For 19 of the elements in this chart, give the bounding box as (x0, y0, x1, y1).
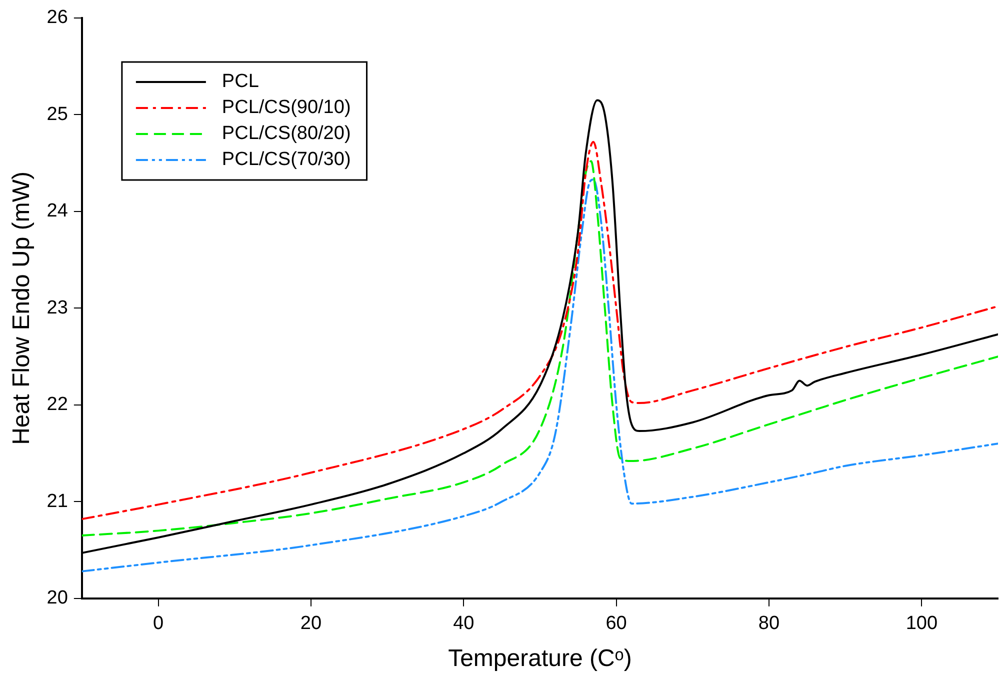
x-tick-label: 60 (606, 613, 627, 634)
x-tick-label: 80 (758, 613, 780, 634)
y-tick-label: 26 (46, 7, 68, 28)
legend-label: PCL/CS(70/30) (222, 149, 351, 170)
legend-label: PCL/CS(90/10) (222, 97, 351, 118)
y-tick-label: 25 (46, 104, 68, 125)
y-tick-label: 24 (46, 200, 68, 222)
y-tick-label: 20 (46, 588, 68, 609)
legend-label: PCL (222, 71, 259, 92)
legend-label: PCL/CS(80/20) (222, 123, 351, 144)
x-tick-label: 0 (152, 613, 164, 634)
y-tick-label: 22 (46, 394, 68, 416)
y-tick-label: 23 (46, 297, 68, 318)
x-tick-label: 100 (906, 613, 938, 634)
y-tick-label: 21 (46, 490, 68, 512)
y-axis-title: Heat Flow Endo Up (mW) (8, 171, 36, 445)
x-tick-label: 40 (453, 613, 474, 634)
x-tick-label: 20 (300, 613, 322, 634)
x-axis-title: Temperature (Cᵒ) (448, 645, 632, 672)
